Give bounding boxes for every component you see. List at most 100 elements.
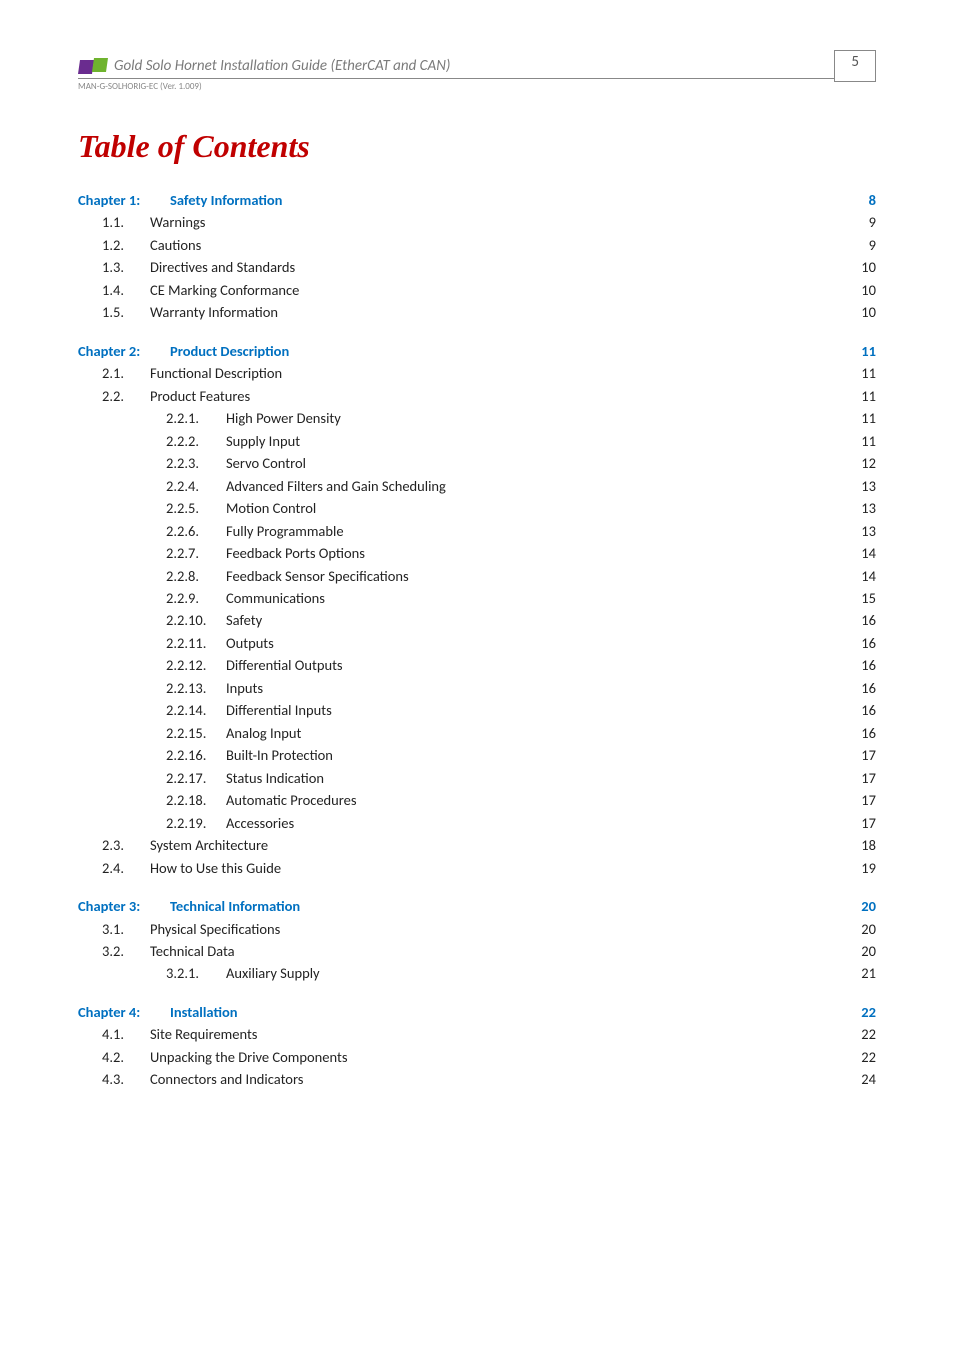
toc-entry[interactable]: 3.1.Physical Specifications 20 bbox=[78, 918, 876, 940]
toc-entry[interactable]: Chapter 1:Safety Information 8 bbox=[78, 189, 876, 211]
toc-entry-page: 24 bbox=[861, 1068, 876, 1090]
toc-entry-number: Chapter 4: bbox=[78, 1001, 168, 1023]
toc-entry-page: 15 bbox=[861, 587, 876, 609]
toc-entry-number: 3.2.1. bbox=[166, 962, 224, 984]
toc-entry[interactable]: 2.2.6.Fully Programmable 13 bbox=[78, 520, 876, 542]
toc-entry-label: Technical Information bbox=[168, 895, 300, 917]
toc-entry[interactable]: 2.2.8.Feedback Sensor Specifications 14 bbox=[78, 565, 876, 587]
toc-entry[interactable]: 2.2.14.Differential Inputs 16 bbox=[78, 699, 876, 721]
page-header: Gold Solo Hornet Installation Guide (Eth… bbox=[78, 56, 876, 79]
toc-entry-page: 22 bbox=[861, 1023, 876, 1045]
toc-entry-number: 2.2.18. bbox=[166, 789, 224, 811]
toc-entry[interactable]: 4.1.Site Requirements 22 bbox=[78, 1023, 876, 1045]
toc-entry-number: 2.2.17. bbox=[166, 767, 224, 789]
table-of-contents: Chapter 1:Safety Information 81.1.Warnin… bbox=[78, 189, 876, 1091]
toc-entry-number: 4.1. bbox=[102, 1023, 148, 1045]
toc-entry[interactable]: 2.2.9.Communications 15 bbox=[78, 587, 876, 609]
toc-entry[interactable]: 2.2.13.Inputs 16 bbox=[78, 677, 876, 699]
toc-entry-label: Product Features bbox=[148, 385, 250, 407]
toc-entry[interactable]: 1.1.Warnings 9 bbox=[78, 211, 876, 233]
toc-entry-label: Differential Inputs bbox=[224, 699, 332, 721]
toc-entry-label: Motion Control bbox=[224, 497, 316, 519]
toc-entry-page: 18 bbox=[861, 834, 876, 856]
toc-entry-number: 2.2.3. bbox=[166, 452, 224, 474]
toc-entry-label: Warranty Information bbox=[148, 301, 278, 323]
toc-entry[interactable]: 2.2.18.Automatic Procedures 17 bbox=[78, 789, 876, 811]
toc-entry-number: 3.1. bbox=[102, 918, 148, 940]
toc-entry-number: 1.5. bbox=[102, 301, 148, 323]
toc-entry[interactable]: Chapter 4:Installation 22 bbox=[78, 1001, 876, 1023]
toc-entry-page: 11 bbox=[861, 362, 876, 384]
toc-entry-page: 14 bbox=[861, 565, 876, 587]
toc-entry-label: Functional Description bbox=[148, 362, 282, 384]
toc-entry[interactable]: 2.2.16.Built-In Protection 17 bbox=[78, 744, 876, 766]
toc-title: Table of Contents bbox=[78, 128, 876, 165]
toc-entry-number: 1.2. bbox=[102, 234, 148, 256]
toc-entry-number: 2.2.14. bbox=[166, 699, 224, 721]
toc-entry[interactable]: 2.2.10.Safety 16 bbox=[78, 609, 876, 631]
toc-entry[interactable]: 4.2.Unpacking the Drive Components 22 bbox=[78, 1046, 876, 1068]
toc-entry-page: 14 bbox=[861, 542, 876, 564]
toc-entry[interactable]: 2.4.How to Use this Guide 19 bbox=[78, 857, 876, 879]
toc-entry-number: 2.2.13. bbox=[166, 677, 224, 699]
toc-entry[interactable]: 2.2.3.Servo Control 12 bbox=[78, 452, 876, 474]
toc-entry-page: 20 bbox=[861, 918, 876, 940]
toc-entry-label: Feedback Ports Options bbox=[224, 542, 365, 564]
toc-entry[interactable]: 3.2.Technical Data 20 bbox=[78, 940, 876, 962]
toc-entry[interactable]: 2.2.11.Outputs 16 bbox=[78, 632, 876, 654]
toc-entry[interactable]: 2.2.17.Status Indication 17 bbox=[78, 767, 876, 789]
toc-entry[interactable]: 1.4.CE Marking Conformance 10 bbox=[78, 279, 876, 301]
toc-entry[interactable]: 2.2.15.Analog Input 16 bbox=[78, 722, 876, 744]
toc-entry-page: 17 bbox=[861, 744, 876, 766]
toc-entry[interactable]: Chapter 2:Product Description 11 bbox=[78, 340, 876, 362]
toc-entry[interactable]: 1.5.Warranty Information 10 bbox=[78, 301, 876, 323]
toc-entry-number: 2.2.15. bbox=[166, 722, 224, 744]
toc-entry-number: 2.3. bbox=[102, 834, 148, 856]
toc-entry[interactable]: 4.3.Connectors and Indicators 24 bbox=[78, 1068, 876, 1090]
toc-entry-number: 2.2.4. bbox=[166, 475, 224, 497]
toc-entry[interactable]: 2.2.12.Differential Outputs 16 bbox=[78, 654, 876, 676]
toc-entry[interactable]: 1.2.Cautions 9 bbox=[78, 234, 876, 256]
toc-entry-page: 17 bbox=[861, 767, 876, 789]
toc-entry-label: Product Description bbox=[168, 340, 289, 362]
toc-entry[interactable]: 1.3.Directives and Standards 10 bbox=[78, 256, 876, 278]
toc-entry-label: Warnings bbox=[148, 211, 205, 233]
toc-entry-page: 10 bbox=[861, 301, 876, 323]
toc-entry-label: Supply Input bbox=[224, 430, 300, 452]
toc-entry[interactable]: 2.2.4.Advanced Filters and Gain Scheduli… bbox=[78, 475, 876, 497]
toc-entry-label: Connectors and Indicators bbox=[148, 1068, 303, 1090]
toc-entry-page: 16 bbox=[861, 722, 876, 744]
toc-entry[interactable]: 2.2.5.Motion Control 13 bbox=[78, 497, 876, 519]
toc-entry-page: 10 bbox=[861, 256, 876, 278]
toc-entry-label: Installation bbox=[168, 1001, 238, 1023]
toc-entry-label: Unpacking the Drive Components bbox=[148, 1046, 348, 1068]
toc-entry-page: 11 bbox=[861, 430, 876, 452]
toc-entry[interactable]: 2.3.System Architecture 18 bbox=[78, 834, 876, 856]
toc-entry[interactable]: 2.1.Functional Description 11 bbox=[78, 362, 876, 384]
toc-entry[interactable]: Chapter 3:Technical Information 20 bbox=[78, 895, 876, 917]
toc-entry-label: Communications bbox=[224, 587, 325, 609]
brand-logo bbox=[78, 56, 108, 76]
header-title: Gold Solo Hornet Installation Guide (Eth… bbox=[114, 57, 876, 76]
toc-entry[interactable]: 2.2.7.Feedback Ports Options 14 bbox=[78, 542, 876, 564]
toc-entry-page: 11 bbox=[861, 340, 876, 362]
toc-entry-page: 9 bbox=[869, 234, 876, 256]
toc-entry-label: Fully Programmable bbox=[224, 520, 344, 542]
toc-entry[interactable]: 2.2.1.High Power Density 11 bbox=[78, 407, 876, 429]
toc-entry[interactable]: 2.2.Product Features 11 bbox=[78, 385, 876, 407]
toc-entry-label: Physical Specifications bbox=[148, 918, 280, 940]
toc-entry-number: 1.4. bbox=[102, 279, 148, 301]
toc-entry[interactable]: 2.2.19.Accessories 17 bbox=[78, 812, 876, 834]
toc-entry-label: Outputs bbox=[224, 632, 274, 654]
toc-entry-number: 2.2.19. bbox=[166, 812, 224, 834]
page-number-box: 5 bbox=[834, 50, 876, 82]
toc-entry-number: 2.2. bbox=[102, 385, 148, 407]
toc-entry-number: 4.2. bbox=[102, 1046, 148, 1068]
toc-entry[interactable]: 3.2.1.Auxiliary Supply 21 bbox=[78, 962, 876, 984]
toc-entry-label: Feedback Sensor Specifications bbox=[224, 565, 409, 587]
toc-entry-label: Accessories bbox=[224, 812, 294, 834]
toc-entry-label: System Architecture bbox=[148, 834, 268, 856]
toc-entry[interactable]: 2.2.2.Supply Input 11 bbox=[78, 430, 876, 452]
toc-entry-label: Technical Data bbox=[148, 940, 235, 962]
toc-entry-number: 2.2.7. bbox=[166, 542, 224, 564]
